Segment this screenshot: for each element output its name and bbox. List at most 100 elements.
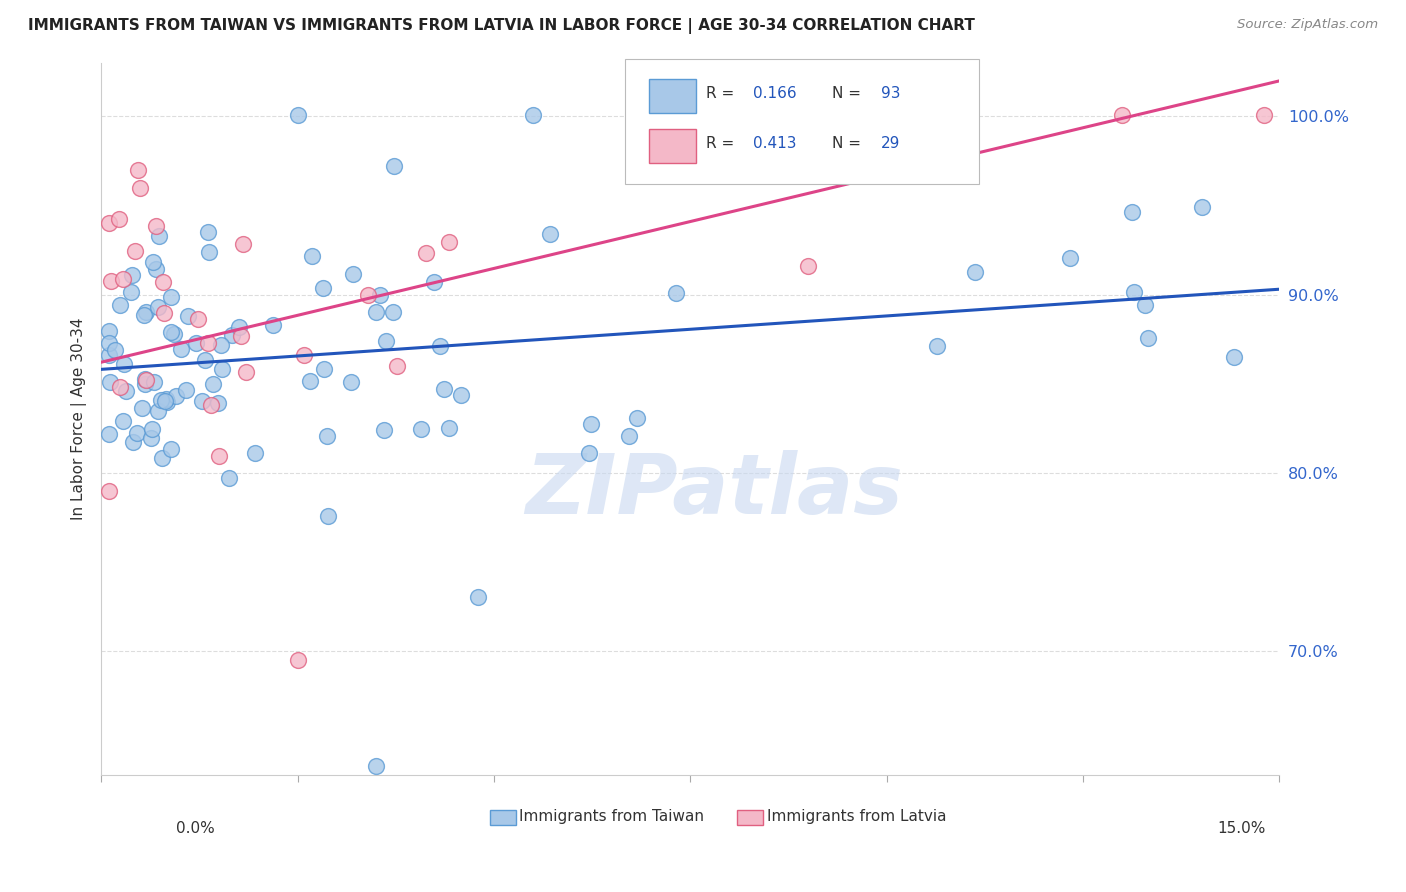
Point: [160, 290, 183, 304]
Point: [287, 108, 309, 122]
Text: Immigrants from Taiwan: Immigrants from Taiwan: [519, 808, 704, 823]
Point: [100, 274, 122, 288]
FancyBboxPatch shape: [737, 810, 763, 825]
Point: [1191, 200, 1213, 214]
Point: [98, 348, 121, 362]
Point: [1223, 350, 1246, 364]
Point: [467, 591, 489, 605]
Point: [176, 310, 198, 324]
Point: [127, 162, 149, 177]
Point: [209, 338, 232, 352]
Point: [581, 417, 603, 431]
Point: [287, 653, 309, 667]
Text: 0.413: 0.413: [752, 136, 796, 151]
Point: [135, 305, 157, 319]
Point: [385, 359, 408, 373]
FancyBboxPatch shape: [489, 810, 516, 825]
Point: [160, 442, 183, 457]
FancyBboxPatch shape: [626, 60, 979, 184]
Point: [665, 285, 688, 300]
Point: [364, 759, 387, 773]
Point: [316, 429, 339, 443]
Text: N =: N =: [832, 136, 866, 151]
Point: [111, 271, 134, 285]
Point: [1121, 205, 1143, 219]
Point: [108, 380, 131, 394]
Point: [141, 422, 163, 436]
Point: [538, 227, 561, 242]
Point: [129, 180, 152, 194]
Point: [411, 422, 433, 436]
Point: [965, 265, 987, 279]
Point: [384, 159, 406, 173]
Point: [145, 219, 167, 233]
Point: [231, 329, 253, 343]
Point: [797, 259, 820, 273]
Point: [301, 248, 323, 262]
Point: [107, 211, 129, 226]
Point: [437, 235, 460, 249]
Text: 29: 29: [882, 136, 901, 151]
Point: [131, 401, 153, 415]
Point: [1059, 251, 1081, 265]
Point: [1253, 108, 1275, 122]
Point: [132, 308, 155, 322]
Point: [382, 304, 405, 318]
Point: [98, 216, 121, 230]
Point: [184, 335, 207, 350]
Text: 0.0%: 0.0%: [176, 821, 215, 836]
Point: [141, 431, 163, 445]
Point: [191, 393, 214, 408]
Point: [202, 376, 225, 391]
Point: [925, 338, 948, 352]
Point: [437, 420, 460, 434]
Point: [1111, 108, 1133, 122]
Y-axis label: In Labor Force | Age 30-34: In Labor Force | Age 30-34: [72, 318, 87, 520]
Point: [165, 389, 187, 403]
Point: [243, 446, 266, 460]
Text: ZIPatlas: ZIPatlas: [524, 450, 903, 531]
Point: [135, 373, 157, 387]
Point: [134, 371, 156, 385]
Point: [312, 281, 335, 295]
Point: [218, 470, 240, 484]
Point: [208, 450, 231, 464]
Point: [155, 392, 177, 407]
Point: [108, 298, 131, 312]
Text: R =: R =: [706, 136, 738, 151]
Point: [146, 404, 169, 418]
Point: [232, 236, 254, 251]
Point: [163, 326, 186, 341]
Point: [174, 384, 197, 398]
Point: [211, 362, 233, 376]
Point: [433, 382, 456, 396]
Point: [198, 244, 221, 259]
Point: [120, 285, 142, 299]
Point: [373, 423, 395, 437]
Point: [98, 483, 121, 498]
Point: [145, 261, 167, 276]
Text: Source: ZipAtlas.com: Source: ZipAtlas.com: [1237, 18, 1378, 31]
Point: [142, 255, 165, 269]
Point: [121, 268, 143, 283]
Point: [134, 377, 156, 392]
Point: [124, 244, 146, 258]
Point: [339, 375, 361, 389]
Point: [114, 384, 136, 399]
Point: [292, 348, 315, 362]
Point: [1135, 297, 1157, 311]
FancyBboxPatch shape: [650, 128, 696, 162]
Point: [366, 304, 388, 318]
Point: [152, 275, 174, 289]
Point: [342, 267, 364, 281]
Point: [522, 108, 544, 122]
Point: [235, 365, 257, 379]
Point: [197, 335, 219, 350]
Point: [429, 339, 451, 353]
Text: IMMIGRANTS FROM TAIWAN VS IMMIGRANTS FROM LATVIA IN LABOR FORCE | AGE 30-34 CORR: IMMIGRANTS FROM TAIWAN VS IMMIGRANTS FRO…: [28, 18, 974, 34]
Point: [316, 508, 339, 523]
Point: [112, 357, 135, 371]
FancyBboxPatch shape: [650, 78, 696, 113]
Point: [262, 318, 284, 333]
Point: [142, 375, 165, 389]
